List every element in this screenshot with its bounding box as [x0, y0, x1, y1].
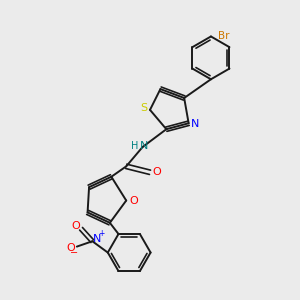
Text: O: O — [71, 221, 80, 231]
Text: O: O — [129, 196, 138, 206]
Text: N: N — [191, 119, 200, 129]
Text: −: − — [70, 248, 79, 258]
Text: N: N — [93, 234, 102, 244]
Text: O: O — [66, 243, 75, 253]
Text: +: + — [98, 229, 104, 238]
Text: O: O — [152, 167, 161, 177]
Text: Br: Br — [218, 31, 229, 41]
Text: H: H — [130, 140, 138, 151]
Text: N: N — [140, 140, 148, 151]
Text: S: S — [140, 103, 147, 113]
